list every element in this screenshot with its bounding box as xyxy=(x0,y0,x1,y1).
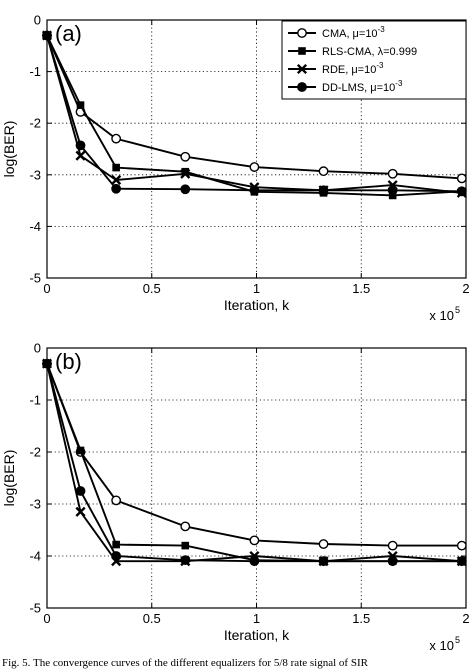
data-point xyxy=(318,166,329,177)
series-3 xyxy=(41,358,467,567)
y-tick-label: -3 xyxy=(29,167,41,182)
y-tick-label: -1 xyxy=(29,393,41,408)
x-tick-label: 1 xyxy=(253,611,260,626)
data-point xyxy=(318,556,329,567)
legend-marker xyxy=(297,28,307,38)
y-tick-label: -4 xyxy=(29,219,41,234)
data-point xyxy=(318,185,329,196)
data-point xyxy=(75,150,86,161)
data-point xyxy=(387,168,398,179)
series-4 xyxy=(42,30,467,197)
data-point xyxy=(111,133,122,144)
data-point xyxy=(456,540,467,551)
data-point xyxy=(181,167,190,176)
data-point xyxy=(42,30,52,41)
series-line xyxy=(46,35,462,193)
data-point xyxy=(76,101,85,109)
y-tick-label: -3 xyxy=(29,497,41,512)
y-tick-label: 0 xyxy=(34,341,41,356)
data-point xyxy=(180,521,191,532)
y-tick-label: -2 xyxy=(29,445,41,460)
data-point xyxy=(387,556,398,567)
data-point xyxy=(249,535,260,546)
y-tick-label: -1 xyxy=(29,64,41,79)
x-tick-label: 1.5 xyxy=(352,281,370,296)
data-point xyxy=(111,551,122,561)
x-tick-label: 0.5 xyxy=(143,281,161,296)
data-point xyxy=(181,541,190,550)
x-axis-label: Iteration, k xyxy=(224,297,290,313)
data-point xyxy=(387,540,398,551)
data-point xyxy=(387,185,398,196)
x-tick-label: 0 xyxy=(43,611,50,626)
legend-box xyxy=(281,20,467,100)
x-tick-label: 0.5 xyxy=(143,611,161,626)
y-tick-label: -5 xyxy=(29,271,41,286)
legend: CMA, μ=10-3 RLS-CMA, λ=0.999 RDE, μ=10-3 DD… xyxy=(281,20,467,100)
series-4 xyxy=(42,358,467,567)
panel-label: (a) xyxy=(55,21,82,46)
data-point xyxy=(180,168,191,179)
y-tick-label: -4 xyxy=(29,549,41,564)
data-point xyxy=(42,358,52,369)
data-point xyxy=(456,173,467,184)
data-point xyxy=(249,556,260,567)
series-line xyxy=(46,363,462,563)
data-point xyxy=(180,151,191,162)
data-point xyxy=(456,186,467,197)
x-multiplier-exponent: 5 xyxy=(455,305,460,315)
x-axis-label: Iteration, k xyxy=(224,627,290,643)
x-tick-label: 1.5 xyxy=(352,611,370,626)
x-multiplier-exponent: 5 xyxy=(455,635,460,645)
legend-entry: CMA, μ=10-3 xyxy=(322,25,385,40)
series-line xyxy=(46,35,462,194)
figure-caption: Fig. 5. The convergence curves of the di… xyxy=(2,657,368,669)
chart-panel-a: 0 0.5 1 1.5 2 0 -1 -2 -3 -4 -5 Iteration, k log(BER)… xyxy=(1,13,470,324)
data-point xyxy=(112,163,120,172)
data-point xyxy=(111,174,122,186)
series-line xyxy=(46,363,462,547)
data-point xyxy=(76,446,85,455)
legend-marker xyxy=(296,63,308,75)
series-2 xyxy=(43,359,466,565)
legend-entry: RLS-CMA, λ=0.999 xyxy=(322,46,417,58)
legend-entry: DD-LMS, μ=10-3 xyxy=(322,79,403,94)
series-line xyxy=(46,35,462,197)
data-point xyxy=(318,539,329,549)
data-point xyxy=(388,191,397,200)
data-point xyxy=(111,183,122,194)
y-tick-label: -5 xyxy=(29,601,41,616)
x-tick-label: 2 xyxy=(462,611,469,626)
data-point xyxy=(180,184,191,195)
data-point xyxy=(112,540,120,549)
series-line xyxy=(46,363,462,563)
series-line xyxy=(46,363,462,563)
x-multiplier: x 10 xyxy=(429,638,454,653)
y-tick-label: -2 xyxy=(29,116,41,131)
data-point xyxy=(75,486,86,496)
x-tick-label: 1 xyxy=(253,281,260,296)
data-point xyxy=(249,185,260,196)
data-point xyxy=(180,555,191,566)
legend-marker xyxy=(297,82,307,92)
y-axis-label: log(BER) xyxy=(1,450,17,507)
legend-marker xyxy=(298,47,306,55)
data-point xyxy=(75,506,86,517)
data-point xyxy=(75,140,86,151)
panel-label: (b) xyxy=(55,349,82,374)
data-point xyxy=(249,162,260,172)
chart-panel-b: 0 0.5 1 1.5 2 0 -1 -2 -3 -4 -5 Iteration, k log(BER)… xyxy=(1,341,470,654)
y-tick-label: 0 xyxy=(34,13,41,28)
legend-entry: RDE, μ=10-3 xyxy=(322,61,384,76)
data-point xyxy=(111,495,122,506)
data-point xyxy=(456,556,467,567)
x-tick-label: 0 xyxy=(43,281,50,296)
y-axis-label: log(BER) xyxy=(1,121,17,178)
x-multiplier: x 10 xyxy=(429,308,454,323)
x-tick-label: 2 xyxy=(462,281,469,296)
